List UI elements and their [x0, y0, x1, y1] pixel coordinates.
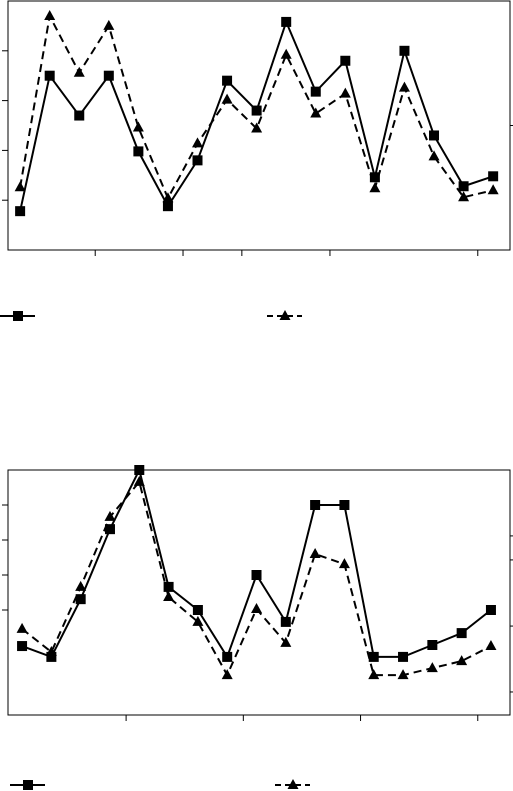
marker-square: [369, 172, 380, 183]
marker-triangle: [339, 87, 351, 98]
marker-square: [75, 594, 86, 605]
marker-square: [134, 465, 145, 475]
marker-triangle: [104, 510, 116, 521]
marker-triangle: [133, 475, 145, 486]
marker-square: [15, 206, 26, 217]
marker-triangle: [485, 640, 497, 651]
marker-square: [222, 75, 233, 86]
marker-triangle: [75, 580, 87, 591]
marker-triangle: [162, 192, 174, 203]
marker-triangle: [132, 121, 144, 132]
marker-square: [133, 146, 144, 157]
marker-square: [485, 605, 496, 615]
marker-square: [280, 616, 291, 627]
marker-triangle: [309, 548, 321, 558]
marker-triangle: [44, 9, 56, 20]
marker-square: [23, 780, 33, 790]
marker-square: [310, 500, 321, 510]
marker-triangle: [14, 181, 26, 192]
marker-square: [427, 640, 438, 650]
marker-square: [222, 651, 233, 662]
marker-triangle: [45, 646, 57, 656]
marker-triangle: [428, 150, 440, 161]
marker-triangle: [280, 48, 292, 59]
plot-frame: [7, 469, 511, 716]
marker-square: [192, 605, 203, 615]
marker-triangle: [487, 184, 499, 195]
marker-triangle: [279, 310, 291, 320]
marker-triangle: [287, 779, 299, 789]
marker-triangle: [103, 19, 115, 30]
series-line: [21, 467, 492, 660]
marker-triangle: [398, 81, 410, 92]
marker-square: [399, 45, 410, 56]
marker-square: [456, 628, 467, 639]
marker-triangle: [16, 622, 28, 633]
marker-square: [46, 651, 57, 662]
marker-square: [429, 130, 440, 141]
marker-square: [398, 651, 409, 662]
marker-triangle: [310, 107, 322, 118]
marker-triangle: [221, 93, 233, 104]
marker-triangle: [251, 602, 263, 613]
marker-square: [13, 311, 23, 321]
marker-square: [163, 581, 174, 592]
marker-square: [162, 201, 173, 212]
marker-triangle: [280, 636, 292, 647]
marker-square: [74, 110, 85, 121]
marker-square: [251, 570, 262, 580]
marker-square: [340, 55, 351, 66]
marker-triangle: [163, 591, 175, 602]
marker-triangle: [221, 669, 233, 680]
marker-square: [192, 155, 203, 166]
marker-triangle: [426, 662, 438, 673]
marker-square: [368, 651, 379, 662]
marker-square: [251, 105, 262, 116]
marker-square: [488, 171, 499, 182]
marker-triangle: [338, 558, 350, 569]
marker-triangle: [458, 191, 470, 202]
plot-frame: [7, 0, 511, 251]
marker-triangle: [456, 655, 468, 666]
series-line: [19, 12, 494, 201]
marker-triangle: [192, 137, 204, 148]
marker-square: [17, 641, 28, 652]
marker-square: [44, 70, 55, 81]
marker-square: [281, 16, 292, 27]
marker-triangle: [73, 66, 85, 77]
marker-triangle: [368, 669, 380, 680]
marker-square: [103, 70, 114, 81]
marker-triangle: [251, 122, 263, 133]
marker-square: [339, 500, 350, 510]
marker-square: [310, 86, 321, 97]
marker-square: [458, 181, 469, 192]
marker-triangle: [397, 669, 409, 680]
marker-square: [104, 524, 115, 535]
series-line: [19, 19, 494, 212]
marker-triangle: [192, 615, 204, 626]
marker-triangle: [369, 182, 381, 193]
